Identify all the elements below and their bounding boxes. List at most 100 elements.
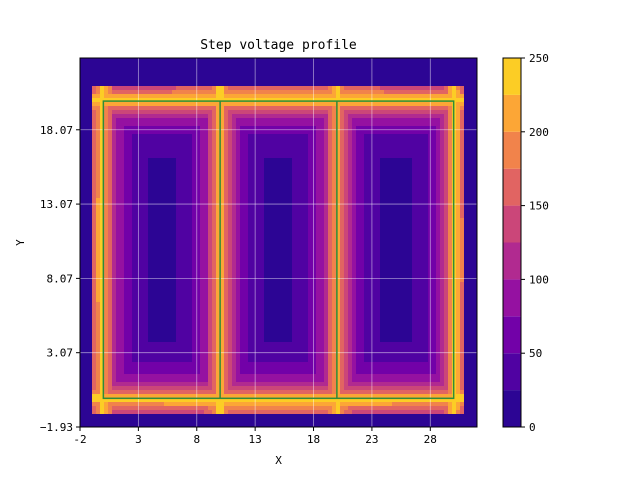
contour-cell <box>332 174 336 178</box>
contour-cell <box>116 214 120 218</box>
contour-cell <box>112 390 116 394</box>
contour-cell <box>220 334 224 338</box>
contour-cell <box>132 190 136 194</box>
contour-cell <box>312 102 316 106</box>
contour-cell <box>212 386 216 390</box>
contour-cell <box>340 286 344 290</box>
contour-cell <box>140 354 144 358</box>
contour-cell <box>128 90 132 94</box>
contour-cell <box>240 374 244 378</box>
contour-cell <box>244 198 248 202</box>
contour-cell <box>248 194 252 198</box>
contour-cell <box>248 130 252 134</box>
contour-cell <box>252 334 256 338</box>
contour-cell <box>160 126 164 130</box>
contour-cell <box>260 194 264 198</box>
contour-cell <box>252 310 256 314</box>
contour-cell <box>244 374 248 378</box>
contour-cell <box>104 206 108 210</box>
contour-cell <box>100 106 104 110</box>
contour-cell <box>140 338 144 342</box>
contour-cell <box>324 194 328 198</box>
contour-cell <box>176 198 180 202</box>
contour-cell <box>100 366 104 370</box>
contour-cell <box>312 198 316 202</box>
contour-cell <box>116 366 120 370</box>
contour-cell <box>344 222 348 226</box>
contour-cell <box>124 174 128 178</box>
contour-cell <box>304 410 308 414</box>
contour-cell <box>216 230 220 234</box>
contour-cell <box>120 302 124 306</box>
contour-cell <box>176 302 180 306</box>
contour-cell <box>104 394 108 398</box>
contour-cell <box>216 122 220 126</box>
contour-cell <box>304 282 308 286</box>
contour-cell <box>308 282 312 286</box>
contour-cell <box>356 106 360 110</box>
contour-cell <box>240 342 244 346</box>
contour-cell <box>156 378 160 382</box>
contour-cell <box>124 374 128 378</box>
contour-cell <box>300 406 304 410</box>
contour-cell <box>204 390 208 394</box>
contour-cell <box>256 358 260 362</box>
contour-cell <box>176 234 180 238</box>
contour-cell <box>188 322 192 326</box>
contour-cell <box>360 238 364 242</box>
contour-cell <box>108 406 112 410</box>
contour-cell <box>132 322 136 326</box>
contour-cell <box>364 122 368 126</box>
contour-cell <box>144 270 148 274</box>
contour-cell <box>92 186 96 190</box>
contour-cell <box>340 186 344 190</box>
contour-cell <box>124 254 128 258</box>
contour-cell <box>96 246 100 250</box>
contour-cell <box>240 226 244 230</box>
contour-cell <box>244 326 248 330</box>
contour-cell <box>232 250 236 254</box>
contour-cell <box>168 118 172 122</box>
contour-cell <box>180 178 184 182</box>
contour-cell <box>164 110 168 114</box>
contour-cell <box>244 338 248 342</box>
contour-cell <box>348 190 352 194</box>
contour-cell <box>132 142 136 146</box>
contour-cell <box>244 86 248 90</box>
contour-cell <box>196 210 200 214</box>
contour-cell <box>296 250 300 254</box>
contour-cell <box>124 302 128 306</box>
contour-cell <box>360 194 364 198</box>
contour-cell <box>352 330 356 334</box>
contour-cell <box>336 154 340 158</box>
contour-cell <box>348 134 352 138</box>
contour-cell <box>92 382 96 386</box>
contour-cell <box>252 186 256 190</box>
contour-cell <box>296 222 300 226</box>
contour-cell <box>200 94 204 98</box>
contour-cell <box>252 402 256 406</box>
contour-cell <box>208 258 212 262</box>
contour-cell <box>204 342 208 346</box>
contour-cell <box>184 106 188 110</box>
contour-cell <box>124 118 128 122</box>
contour-cell <box>232 182 236 186</box>
contour-cell <box>316 270 320 274</box>
contour-cell <box>208 146 212 150</box>
contour-cell <box>108 374 112 378</box>
contour-cell <box>300 390 304 394</box>
contour-cell <box>300 102 304 106</box>
contour-cell <box>284 90 288 94</box>
contour-cell <box>216 306 220 310</box>
contour-cell <box>112 114 116 118</box>
contour-cell <box>360 182 364 186</box>
contour-cell <box>140 318 144 322</box>
contour-cell <box>312 334 316 338</box>
contour-cell <box>264 142 268 146</box>
contour-cell <box>212 378 216 382</box>
contour-cell <box>108 330 112 334</box>
contour-cell <box>284 406 288 410</box>
contour-cell <box>264 134 268 138</box>
contour-cell <box>224 318 228 322</box>
contour-cell <box>312 362 316 366</box>
